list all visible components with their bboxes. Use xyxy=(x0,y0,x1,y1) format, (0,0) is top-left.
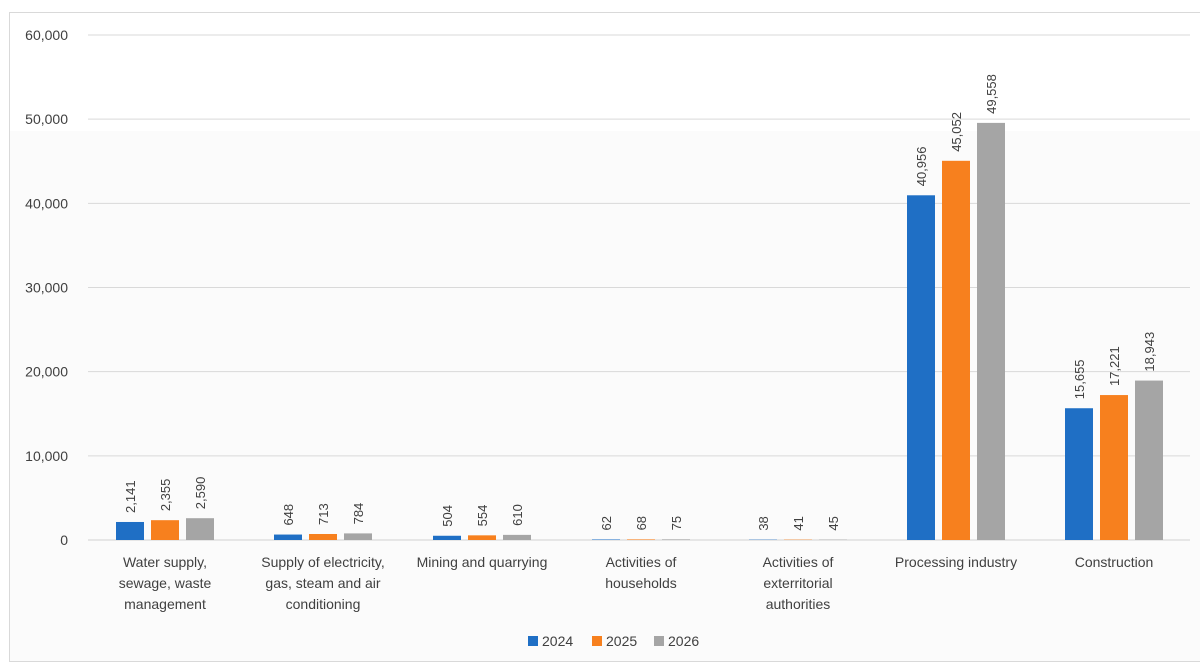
bar-2025 xyxy=(151,520,179,540)
legend-swatch-2026 xyxy=(654,636,664,646)
data-label: 15,655 xyxy=(1072,359,1087,399)
y-axis-ticks: 0 10,000 20,000 30,000 40,000 50,000 60,000 xyxy=(25,27,68,548)
y-tick-label: 20,000 xyxy=(25,364,68,380)
data-label: 2,355 xyxy=(158,479,173,512)
bar-2026 xyxy=(503,534,531,540)
data-labels: 2,141 648 504 62 38 40,956 15,655 2,355 713 554 68… xyxy=(123,74,1157,531)
data-label: 17,221 xyxy=(1107,346,1122,386)
data-label: 75 xyxy=(669,516,684,530)
data-label: 45,052 xyxy=(949,112,964,152)
data-label: 2,141 xyxy=(123,480,138,513)
x-axis-categories: Water supply, sewage, waste management Supp… xyxy=(119,554,1154,612)
y-tick-label: 60,000 xyxy=(25,27,68,43)
category-label: Processing industry xyxy=(895,554,1017,570)
bar-2024 xyxy=(1065,408,1093,540)
category-label: households xyxy=(605,575,677,591)
category-label: conditioning xyxy=(286,596,361,612)
data-label: 554 xyxy=(475,505,490,527)
bar-2026 xyxy=(977,122,1005,540)
category-label: Construction xyxy=(1075,554,1154,570)
y-tick-label: 10,000 xyxy=(25,448,68,464)
data-label: 62 xyxy=(599,516,614,530)
y-tick-label: 30,000 xyxy=(25,280,68,296)
bar-2025 xyxy=(1100,395,1128,540)
category-label: exterritorial xyxy=(763,575,832,591)
y-tick-label: 0 xyxy=(60,532,68,548)
legend-swatch-2025 xyxy=(592,636,602,646)
data-label: 41 xyxy=(791,516,806,530)
bar-2024 xyxy=(592,539,620,540)
data-label: 38 xyxy=(756,516,771,530)
y-tick-label: 40,000 xyxy=(25,195,68,211)
legend: 2024 2025 2026 xyxy=(528,633,699,649)
legend-label: 2024 xyxy=(542,633,573,649)
gridlines xyxy=(88,34,1190,541)
bar-2025 xyxy=(468,535,496,540)
category-label: Supply of electricity, xyxy=(261,554,384,570)
data-label: 2,590 xyxy=(193,477,208,510)
category-label: Activities of xyxy=(606,554,677,570)
bar-2024 xyxy=(274,534,302,540)
category-label: Water supply, xyxy=(123,554,207,570)
data-label: 713 xyxy=(316,503,331,525)
y-tick-label: 50,000 xyxy=(25,111,68,127)
bar-2026 xyxy=(1135,380,1163,540)
bar-2025 xyxy=(627,539,655,540)
category-label: management xyxy=(124,596,206,612)
category-label: Mining and quarrying xyxy=(417,554,548,570)
legend-swatch-2024 xyxy=(528,636,538,646)
category-label: authorities xyxy=(766,596,831,612)
data-label: 68 xyxy=(634,516,649,530)
data-label: 648 xyxy=(281,504,296,526)
data-label: 40,956 xyxy=(914,147,929,187)
bar-2024 xyxy=(907,195,935,541)
bar-2026 xyxy=(186,518,214,540)
bar-2024 xyxy=(116,521,144,540)
data-label: 610 xyxy=(510,504,525,526)
data-label: 504 xyxy=(440,505,455,527)
bar-2026 xyxy=(344,533,372,540)
data-label: 45 xyxy=(826,516,841,530)
plot-background-top xyxy=(10,13,1200,131)
bar-2024 xyxy=(433,535,461,540)
data-label: 49,558 xyxy=(984,74,999,114)
category-label: gas, steam and air xyxy=(265,575,381,591)
data-label: 18,943 xyxy=(1142,332,1157,372)
bar-2025 xyxy=(942,160,970,541)
bar-2025 xyxy=(309,533,337,540)
category-label: sewage, waste xyxy=(119,575,212,591)
legend-label: 2026 xyxy=(668,633,699,649)
bar-2026 xyxy=(662,539,690,540)
legend-label: 2025 xyxy=(606,633,637,649)
bars xyxy=(116,122,1163,541)
data-label: 784 xyxy=(351,503,366,525)
category-label: Activities of xyxy=(763,554,834,570)
